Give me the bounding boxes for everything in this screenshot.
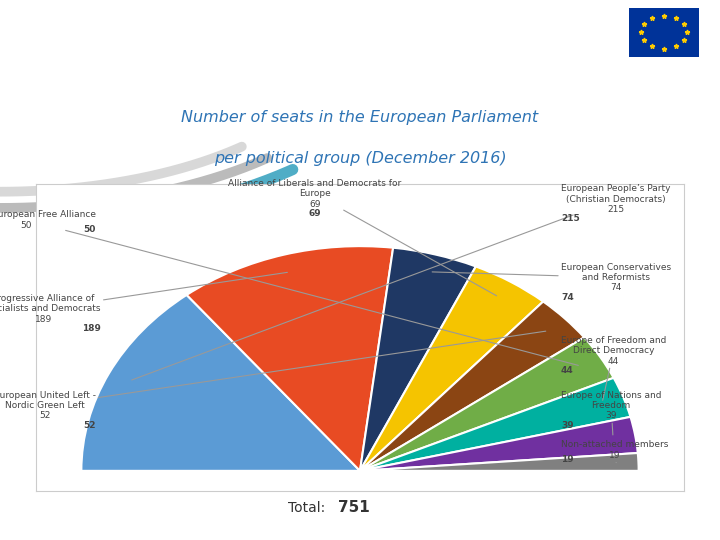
Text: Europe of Freedom and
Direct Democracy
44: Europe of Freedom and Direct Democracy 4… (561, 336, 666, 400)
Text: The European political parties: The European political parties (18, 25, 323, 43)
Text: 19: 19 (561, 455, 574, 464)
Text: Total:: Total: (288, 501, 325, 515)
Text: 69: 69 (308, 209, 321, 218)
Text: 44: 44 (561, 366, 574, 375)
Wedge shape (360, 453, 639, 471)
Wedge shape (360, 266, 543, 471)
Text: Non-attached members
19: Non-attached members 19 (561, 440, 668, 463)
Text: Number of seats in the European Parliament: Number of seats in the European Parliame… (181, 110, 539, 125)
Wedge shape (360, 338, 613, 471)
Text: 50: 50 (84, 225, 96, 234)
FancyBboxPatch shape (629, 8, 699, 57)
Text: Europe of Nations and
Freedom
39: Europe of Nations and Freedom 39 (561, 390, 662, 435)
Text: 52: 52 (83, 421, 96, 430)
Text: Alliance of Liberals and Democrats for
Europe
69: Alliance of Liberals and Democrats for E… (228, 179, 497, 296)
Wedge shape (360, 378, 631, 471)
Text: Progressive Alliance of
Socialists and Democrats
189: Progressive Alliance of Socialists and D… (0, 272, 287, 324)
Text: 751: 751 (338, 500, 370, 515)
Wedge shape (186, 246, 393, 471)
Text: European United Left -
Nordic Green Left
52: European United Left - Nordic Green Left… (0, 331, 546, 421)
Wedge shape (360, 301, 584, 471)
Text: 39: 39 (561, 421, 574, 430)
Text: 74: 74 (561, 293, 574, 302)
Text: 215: 215 (561, 214, 580, 224)
Wedge shape (81, 295, 360, 471)
Text: 189: 189 (82, 324, 101, 333)
Text: Greens/European Free Alliance
50: Greens/European Free Alliance 50 (0, 210, 578, 366)
Text: European People’s Party
(Christian Democrats)
215: European People’s Party (Christian Democ… (132, 184, 670, 380)
Text: European Conservatives
and Reformists
74: European Conservatives and Reformists 74 (432, 262, 671, 292)
Wedge shape (360, 417, 638, 471)
Text: per political group (December 2016): per political group (December 2016) (214, 151, 506, 166)
Wedge shape (360, 248, 476, 471)
